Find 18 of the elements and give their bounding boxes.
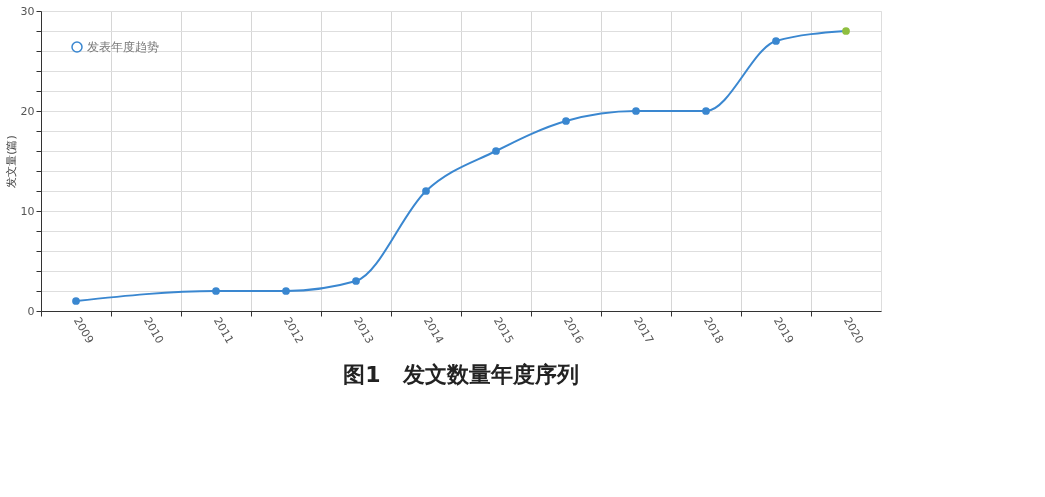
point (492, 147, 500, 155)
y-tick-label: 30 (20, 4, 35, 18)
y-tick-label: 10 (20, 204, 35, 218)
y-axis-title: 发文量(篇) (4, 135, 18, 188)
point (772, 37, 780, 45)
point (632, 107, 640, 115)
point (282, 287, 290, 295)
legend-label: 发表年度趋势 (87, 40, 159, 54)
point (702, 107, 710, 115)
point (212, 287, 220, 295)
text: 图1 发文数量年度序列 (343, 361, 579, 387)
point (422, 187, 430, 195)
point (842, 27, 850, 35)
point (352, 277, 360, 285)
y-tick-label: 20 (20, 104, 35, 118)
point (562, 117, 570, 125)
y-tick-label: 0 (27, 304, 35, 318)
point (72, 297, 80, 305)
